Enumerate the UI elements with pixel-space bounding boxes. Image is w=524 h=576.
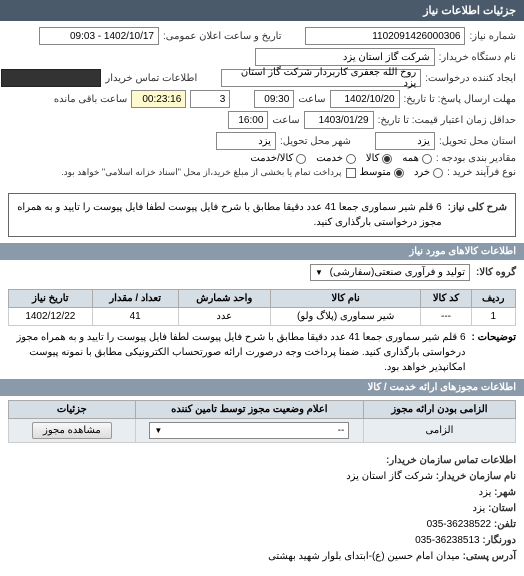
perm-status-dropdown[interactable]: -- ▼	[149, 422, 349, 439]
footer-addr: میدان امام حسین (ع)-ابتدای بلوار شهید به…	[268, 551, 460, 562]
process-radio-group: خرد متوسط	[360, 167, 444, 178]
delivery-state-label: استان محل تحویل:	[439, 136, 516, 147]
budget-radio-both[interactable]	[296, 154, 306, 164]
time-label-1: ساعت	[298, 94, 325, 105]
th-qty: تعداد / مقدار	[92, 290, 178, 308]
footer-tel: 36238522-035	[427, 519, 492, 530]
footer-city-label: شهر:	[494, 487, 516, 498]
process-note: پرداخت تمام یا بخشی از مبلغ خرید،از محل …	[61, 167, 341, 178]
view-permit-button[interactable]: مشاهده مجوز	[32, 422, 112, 439]
permits-table: الزامی بودن ارائه مجوز اعلام وضعیت مجوز …	[8, 400, 516, 443]
delivery-city-field: یزد	[216, 132, 276, 150]
desc-label: شرح کلی نیاز:	[448, 200, 507, 230]
requester-field: روح الله جعفری کاربردار شرکت گاز استان ی…	[221, 69, 421, 87]
form-section: شماره نیاز: 1102091426000306 تاریخ و ساع…	[0, 21, 524, 187]
process-radio-medium[interactable]	[394, 168, 404, 178]
footer-city: یزد	[479, 487, 492, 498]
th-code: کد کالا	[421, 290, 471, 308]
budget-radio-service[interactable]	[346, 154, 356, 164]
category-dropdown[interactable]: تولید و فرآوری صنعتی(سفارشی) ▼	[310, 264, 470, 281]
timer-suffix: ساعت باقی مانده	[54, 94, 127, 105]
announce-label: تاریخ و ساعت اعلان عمومی:	[163, 31, 282, 42]
footer-org: شرکت گاز استان یزد	[346, 471, 433, 482]
treasury-checkbox[interactable]	[346, 168, 356, 178]
desc-text: 6 قلم شیر سماوری جمعا 41 عدد دقیقا مطابق…	[17, 200, 442, 230]
time-label-2: ساعت	[272, 115, 299, 126]
buyer-org-field: شرکت گاز استان یزد	[255, 48, 435, 66]
th-row: ردیف	[471, 290, 516, 308]
req-number-field: 1102091426000306	[305, 27, 465, 45]
req-number-label: شماره نیاز:	[469, 31, 516, 42]
goods-header: اطلاعات کالاهای مورد نیاز	[0, 243, 524, 260]
footer-fax: 36238513-035	[415, 535, 480, 546]
process-label: نوع فرآیند خرید :	[447, 167, 516, 178]
goods-table: ردیف کد کالا نام کالا واحد شمارش تعداد /…	[8, 289, 516, 326]
footer-state: یزد	[473, 503, 486, 514]
footer-title: اطلاعات تماس سازمان خریدار:	[386, 455, 516, 466]
budget-radio-group: همه کالا خدمت کالا/خدمت	[250, 153, 431, 164]
buyer-contact-label: اطلاعات تماس خریدار	[105, 73, 197, 84]
delivery-state-field: یزد	[375, 132, 435, 150]
permits-header: اطلاعات مجوزهای ارائه خدمت / کالا	[0, 379, 524, 396]
announce-field: 1402/10/17 - 09:03	[39, 27, 159, 45]
permit-row: الزامی -- ▼ مشاهده مجوز	[9, 419, 516, 443]
footer-org-label: نام سازمان خریدار:	[436, 471, 516, 482]
perm-th-details: جزئیات	[9, 401, 136, 419]
requester-label: ایجاد کننده درخواست:	[425, 73, 516, 84]
notes-text: 6 قلم شیر سماوری جمعا 41 عدد دقیقا مطابق…	[8, 330, 466, 375]
th-date: تاریخ نیاز	[9, 290, 93, 308]
footer-state-label: استان:	[488, 503, 516, 514]
description-box: شرح کلی نیاز: 6 قلم شیر سماوری جمعا 41 ع…	[8, 193, 516, 237]
timer-value: 00:23:16	[131, 90, 186, 108]
th-unit: واحد شمارش	[178, 290, 270, 308]
th-name: نام کالا	[270, 290, 421, 308]
footer-fax-label: دورنگار:	[482, 535, 516, 546]
budget-radio-all[interactable]	[422, 154, 432, 164]
chevron-down-icon: ▼	[315, 268, 323, 277]
perm-th-status: اعلام وضعیت مجوز توسط تامین کننده	[135, 401, 363, 419]
delivery-city-label: شهر محل تحویل:	[280, 136, 351, 147]
perm-th-mandatory: الزامی بودن ارائه مجوز	[363, 401, 515, 419]
page-title: جزئیات اطلاعات نیاز	[423, 5, 516, 17]
timer-count: 3	[190, 90, 230, 108]
validity-label: حداقل زمان اعتبار قیمت: تا تاریخ:	[378, 115, 516, 126]
perm-status-cell: -- ▼	[135, 419, 363, 443]
notes-label: توضیحات :	[472, 330, 516, 375]
deadline-date-field: 1402/10/20	[330, 90, 400, 108]
chevron-down-icon: ▼	[154, 426, 162, 435]
perm-details-cell: مشاهده مجوز	[9, 419, 136, 443]
category-label: گروه کالا:	[476, 267, 516, 278]
validity-time-field: 16:00	[228, 111, 268, 129]
deadline-label: مهلت ارسال پاسخ: تا تاریخ:	[404, 94, 516, 105]
table-row[interactable]: 1 --- شیر سماوری (پلاگ ولو) عدد 41 1402/…	[9, 308, 516, 326]
budget-radio-goods[interactable]	[382, 154, 392, 164]
buyer-contact-field[interactable]	[1, 69, 101, 87]
footer-tel-label: تلفن:	[494, 519, 516, 530]
budget-label: مقادیر بندی بودجه :	[436, 153, 516, 164]
footer-info: اطلاعات تماس سازمان خریدار: نام سازمان خ…	[0, 447, 524, 571]
notes-block: توضیحات : 6 قلم شیر سماوری جمعا 41 عدد د…	[8, 330, 516, 375]
validity-date-field: 1403/01/29	[304, 111, 374, 129]
footer-addr-label: آدرس پستی:	[463, 551, 516, 562]
perm-mandatory: الزامی	[363, 419, 515, 443]
process-radio-small[interactable]	[433, 168, 443, 178]
deadline-time-field: 09:30	[254, 90, 294, 108]
page-header: جزئیات اطلاعات نیاز	[0, 0, 524, 21]
buyer-org-label: نام دستگاه خریدار:	[439, 52, 516, 63]
